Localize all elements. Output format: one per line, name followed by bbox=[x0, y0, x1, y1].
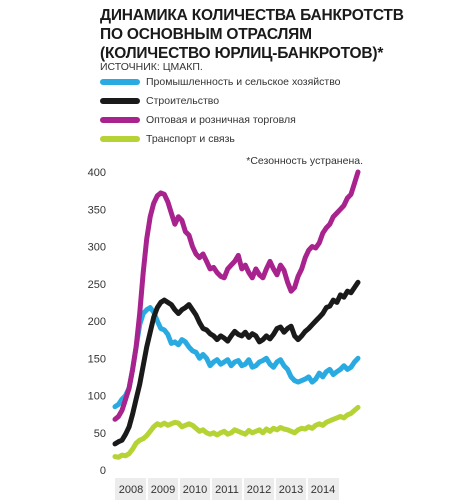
y-tick-label: 200 bbox=[88, 316, 106, 328]
legend-label-construction: Строительство bbox=[146, 95, 220, 107]
legend-label-trade: Оптовая и розничная торговля bbox=[146, 114, 296, 126]
legend-label-industry: Промышленность и сельское хозяйство bbox=[146, 76, 341, 88]
chart-title: ДИНАМИКА КОЛИЧЕСТВА БАНКРОТСТВ ПО ОСНОВН… bbox=[100, 6, 450, 63]
y-tick-label: 350 bbox=[88, 204, 106, 216]
x-axis-band bbox=[115, 478, 339, 500]
source-label: ИСТОЧНИК: ЦМАКП. bbox=[100, 61, 203, 73]
y-tick-label: 100 bbox=[88, 391, 106, 403]
trade-series-line bbox=[112, 169, 361, 422]
y-tick-label: 400 bbox=[88, 167, 106, 179]
legend-swatch-trade bbox=[100, 117, 140, 123]
y-tick-label: 50 bbox=[94, 428, 106, 440]
y-tick-label: 0 bbox=[100, 465, 106, 477]
legend-swatch-industry bbox=[100, 79, 140, 85]
y-tick-label: 250 bbox=[88, 279, 106, 291]
chart-title-line-1: ДИНАМИКА КОЛИЧЕСТВА БАНКРОТСТВ bbox=[100, 7, 404, 24]
chart-title-line-2: ПО ОСНОВНЫМ ОТРАСЛЯМ bbox=[100, 26, 312, 43]
seasonality-note: *Сезонность устранена. bbox=[246, 155, 363, 167]
x-tick-label: 2012 bbox=[247, 484, 271, 496]
legend-item-trade: Оптовая и розничная торговля bbox=[100, 114, 430, 128]
chart-title-line-3: (КОЛИЧЕСТВО ЮРЛИЦ-БАНКРОТОВ)* bbox=[100, 45, 384, 62]
y-tick-label: 300 bbox=[88, 242, 106, 254]
legend-item-transport: Транспорт и связь bbox=[100, 133, 430, 147]
x-tick-label: 2008 bbox=[119, 484, 143, 496]
transport-series-line bbox=[112, 404, 361, 460]
x-tick-label: 2009 bbox=[151, 484, 175, 496]
x-tick-label: 2011 bbox=[215, 484, 239, 496]
construction-series-line bbox=[112, 279, 361, 447]
x-tick-label: 2014 bbox=[311, 484, 335, 496]
legend-label-transport: Транспорт и связь bbox=[146, 133, 235, 145]
y-tick-label: 150 bbox=[88, 353, 106, 365]
x-tick-label: 2010 bbox=[183, 484, 207, 496]
legend-swatch-transport bbox=[100, 136, 140, 142]
legend-item-industry: Промышленность и сельское хозяйство bbox=[100, 76, 430, 90]
x-tick-label: 2013 bbox=[279, 484, 303, 496]
legend-item-construction: Строительство bbox=[100, 95, 430, 109]
legend-swatch-construction bbox=[100, 98, 140, 104]
